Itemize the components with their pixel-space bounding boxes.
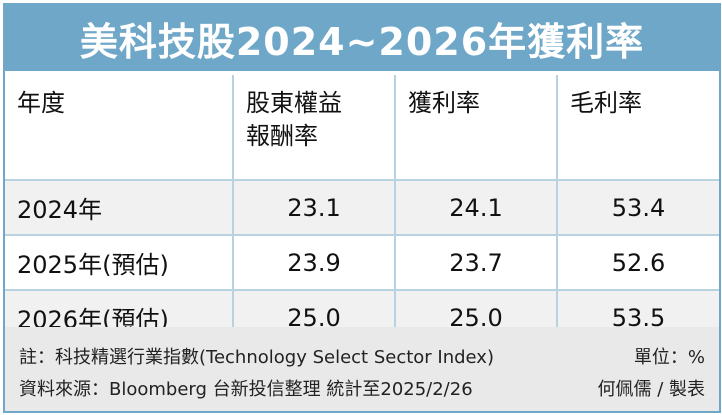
cell-profit: 23.7 (395, 235, 558, 291)
table-header-row: 年度 股東權益 報酬率 獲利率 毛利率 (5, 75, 719, 181)
source-note: 資料來源：Bloomberg 台新投信整理 統計至2025/2/26 (19, 379, 473, 400)
header-roe-line1: 股東權益 (246, 89, 342, 117)
cell-profit: 24.1 (395, 180, 558, 236)
title-bar: 美科技股2024~2026年獲利率 (5, 5, 719, 71)
author-credit: 何佩儒 / 製表 (597, 379, 705, 400)
table-row: 2024年 23.1 24.1 53.4 (5, 180, 719, 236)
header-roe-line2: 報酬率 (246, 122, 318, 150)
header-year: 年度 (5, 75, 234, 181)
cell-year: 2025年(預估) (5, 235, 234, 291)
page-title: 美科技股2024~2026年獲利率 (79, 19, 645, 64)
data-table: 年度 股東權益 報酬率 獲利率 毛利率 2024年 23.1 24.1 53.4… (5, 75, 719, 346)
header-roe: 股東權益 報酬率 (233, 75, 396, 181)
header-gross-margin: 毛利率 (557, 75, 719, 181)
cell-gross: 52.6 (557, 235, 719, 291)
cell-roe: 23.9 (233, 235, 396, 291)
index-note: 註：科技精選行業指數(Technology Select Sector Inde… (19, 347, 494, 368)
table-row: 2025年(預估) 23.9 23.7 52.6 (5, 235, 719, 291)
note-line-1: 註：科技精選行業指數(Technology Select Sector Inde… (19, 343, 705, 369)
notes-section: 註：科技精選行業指數(Technology Select Sector Inde… (5, 327, 719, 411)
note-line-2: 資料來源：Bloomberg 台新投信整理 統計至2025/2/26 何佩儒 /… (19, 375, 705, 401)
table-frame: 美科技股2024~2026年獲利率 年度 股東權益 報酬率 獲利率 毛利率 20… (3, 3, 721, 413)
unit-note: 單位：% (633, 347, 705, 368)
cell-gross: 53.4 (557, 180, 719, 236)
cell-year: 2024年 (5, 180, 234, 236)
header-profit-margin: 獲利率 (395, 75, 558, 181)
cell-roe: 23.1 (233, 180, 396, 236)
